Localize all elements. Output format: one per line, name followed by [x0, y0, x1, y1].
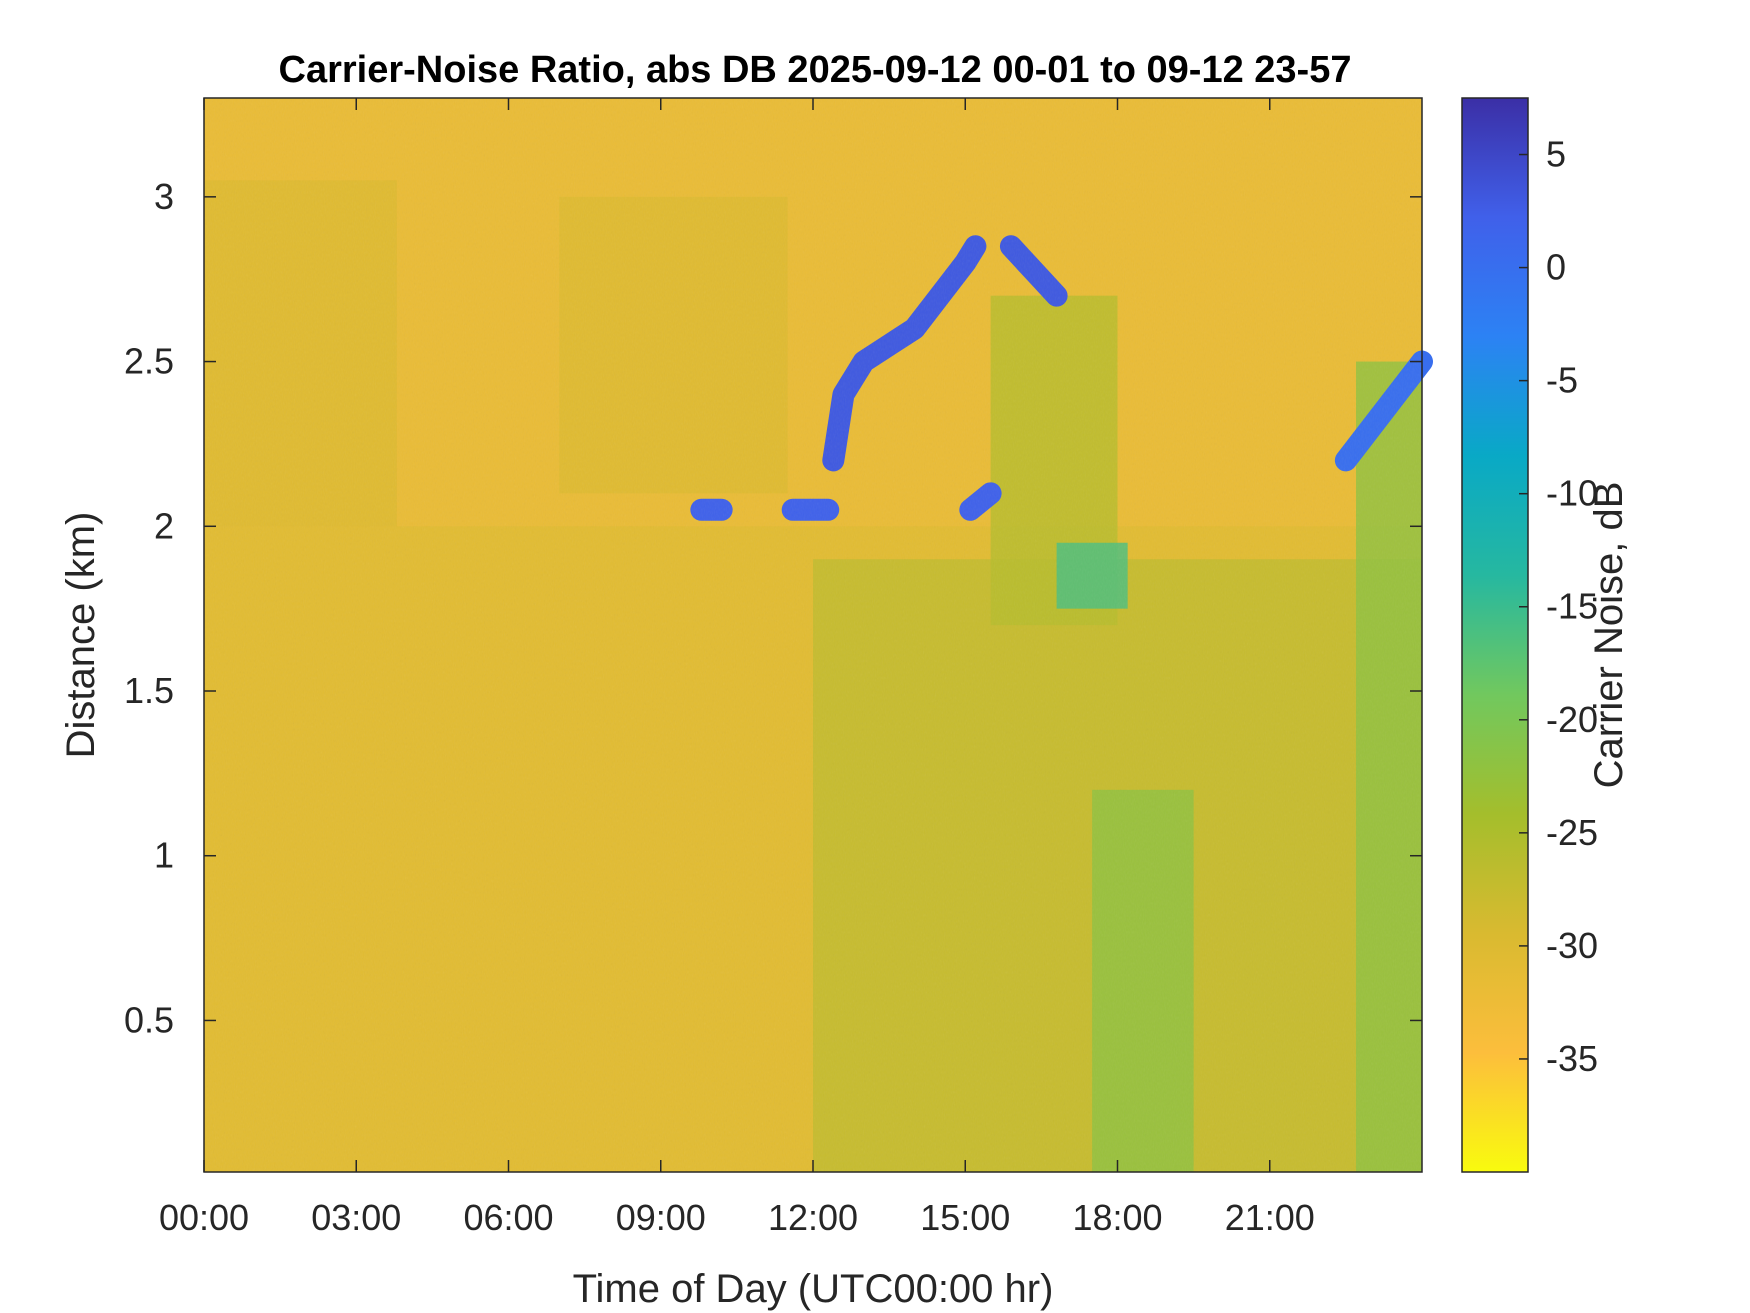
x-tick-label: 06:00: [463, 1197, 553, 1238]
x-tick-label: 12:00: [768, 1197, 858, 1238]
colorbar-tick-label: -15: [1546, 586, 1598, 627]
colorbar: 5 0 -5 -10 -15 -20 -25 -30 -35: [1461, 97, 1598, 1173]
y-tick-label: 3: [154, 176, 174, 217]
y-axis: 0.5 1 1.5 2 2.5 3: [124, 176, 1422, 1040]
y-tick-label: 0.5: [124, 999, 174, 1040]
x-tick-label: 15:00: [920, 1197, 1010, 1238]
x-tick-label: 03:00: [311, 1197, 401, 1238]
colorbar-tick-label: 5: [1546, 134, 1566, 175]
x-tick-label: 09:00: [616, 1197, 706, 1238]
x-tick-label: 18:00: [1072, 1197, 1162, 1238]
y-axis-title: Distance (km): [59, 512, 103, 759]
x-tick-label: 00:00: [159, 1197, 249, 1238]
colorbar-tick-label: 0: [1546, 247, 1566, 288]
colorbar-tick-label: -20: [1546, 699, 1598, 740]
x-axis: 00:00 03:00 06:00 09:00 12:00 15:00 18:00 21:00: [159, 98, 1315, 1238]
colorbar-tick-label: -25: [1546, 812, 1598, 853]
colorbar-tick-label: -30: [1546, 925, 1598, 966]
heatmap-plot: [204, 98, 1433, 1172]
y-tick-label: 2: [154, 505, 174, 546]
colorbar-gradient: [1461, 97, 1529, 1173]
colorbar-title: Carrier Noise, dB: [1587, 482, 1631, 789]
y-tick-label: 1.5: [124, 670, 174, 711]
heatmap-texture: [204, 98, 1422, 1172]
colorbar-tick-label: -35: [1546, 1038, 1598, 1079]
y-tick-label: 1: [154, 835, 174, 876]
x-axis-title: Time of Day (UTC00:00 hr): [573, 1267, 1054, 1311]
x-tick-label: 21:00: [1225, 1197, 1315, 1238]
colorbar-tick-label: -5: [1546, 360, 1578, 401]
y-tick-label: 2.5: [124, 341, 174, 382]
colorbar-tick-label: -10: [1546, 473, 1598, 514]
chart-title: Carrier-Noise Ratio, abs DB 2025-09-12 0…: [279, 49, 1352, 91]
